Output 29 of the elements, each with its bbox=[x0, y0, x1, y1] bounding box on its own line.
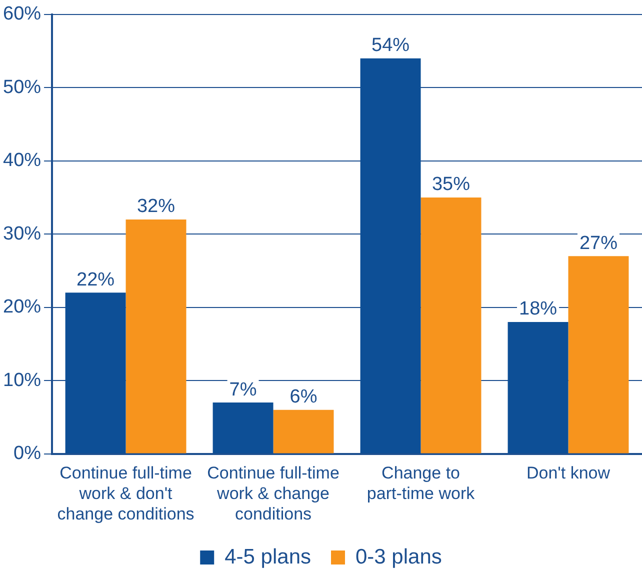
x-tick-label: Don't know bbox=[526, 464, 611, 483]
y-tick-label: 10% bbox=[2, 370, 42, 391]
data-label: 6% bbox=[290, 386, 318, 408]
bar bbox=[212, 402, 274, 454]
legend-label: 4-5 plans bbox=[224, 545, 311, 568]
x-tick-label: Change to part-time work bbox=[366, 464, 476, 504]
y-tick-label: 50% bbox=[2, 76, 42, 98]
data-label: 18% bbox=[519, 298, 558, 320]
y-tick-label: 60% bbox=[2, 4, 42, 25]
y-tick-label: 30% bbox=[2, 223, 42, 244]
bar bbox=[126, 219, 186, 454]
y-tick-label: 0% bbox=[14, 443, 42, 464]
y-tick-label: 40% bbox=[2, 150, 42, 172]
y-tick-label: 20% bbox=[2, 296, 42, 318]
bar bbox=[360, 58, 421, 454]
data-label: 27% bbox=[579, 232, 618, 254]
x-tick-label: Continue full-time work & change conditions bbox=[207, 464, 340, 524]
legend-label: 0-3 plans bbox=[356, 545, 442, 568]
data-label: 22% bbox=[76, 269, 115, 290]
data-label: 35% bbox=[432, 174, 470, 196]
data-label: 7% bbox=[229, 379, 257, 400]
bar bbox=[568, 256, 629, 454]
data-label: 32% bbox=[136, 196, 176, 218]
x-tick-label: Continue full-time work & don't change conditions bbox=[57, 464, 194, 524]
data-label: 54% bbox=[372, 35, 410, 56]
bar bbox=[420, 197, 482, 454]
bar bbox=[65, 292, 126, 454]
bar bbox=[273, 410, 334, 454]
bar bbox=[508, 322, 568, 454]
